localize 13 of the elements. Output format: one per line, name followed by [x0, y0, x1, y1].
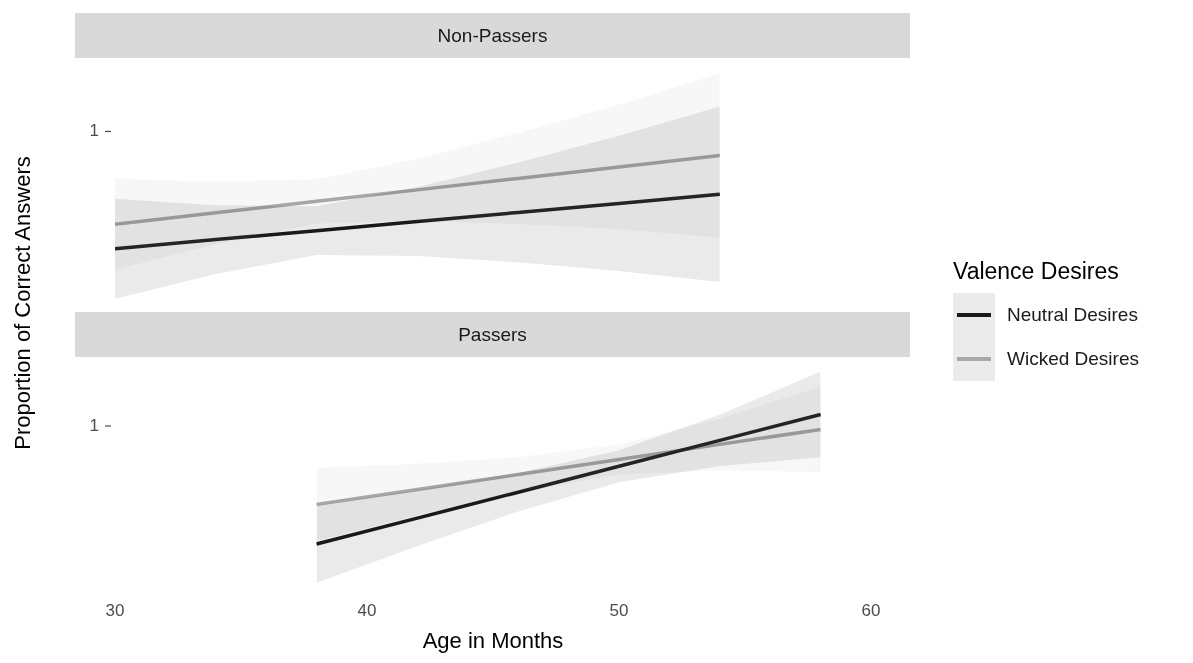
x-tick-label: 40 [357, 601, 377, 621]
x-tick-label: 60 [861, 601, 881, 621]
text: 1 [89, 121, 99, 141]
legend-label: Neutral Desires [1007, 304, 1138, 326]
legend-title: Valence Desires [953, 258, 1120, 285]
x-tick-label: 50 [609, 601, 629, 621]
legend-label: Wicked Desires [1007, 348, 1139, 370]
chart-title: Non-Passers [75, 13, 910, 58]
x-axis-title: Age in Months [422, 627, 564, 653]
text: 1 [89, 415, 99, 435]
x-tick-label: 30 [105, 601, 125, 621]
y-axis-title: Proportion of Correct Answers [10, 156, 36, 450]
chart-title: Passers [75, 312, 910, 357]
